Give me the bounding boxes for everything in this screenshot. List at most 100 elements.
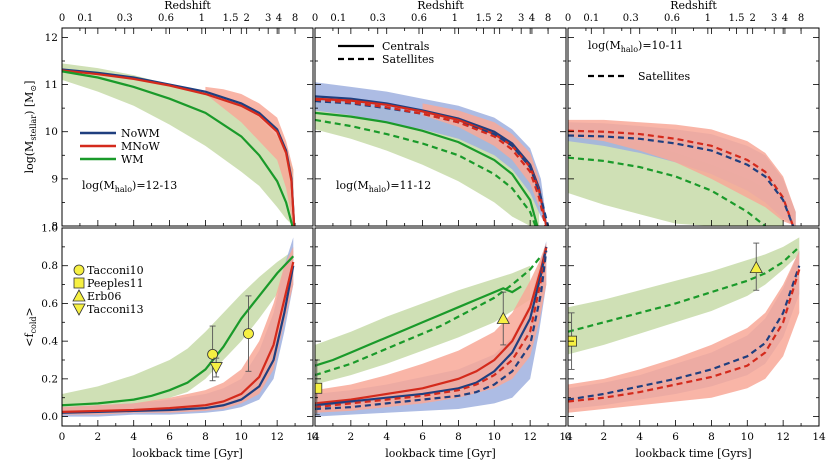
series-WM-dashed	[568, 246, 801, 333]
x-tick-label: 14	[559, 431, 573, 443]
x-tick-label: 10	[741, 431, 754, 443]
series-NoWM-dashed	[568, 265, 801, 401]
y-tick-label: 1.0	[41, 223, 58, 235]
x-tick-label: 8	[202, 431, 209, 443]
label-text: log(M	[588, 39, 621, 52]
band-WM	[315, 265, 531, 385]
x-tick-label: 2	[348, 431, 355, 443]
redshift-tick-label: 0	[565, 13, 571, 24]
legend-label-Satellites: Satellites	[382, 53, 435, 66]
label-text: ) [M	[23, 92, 36, 115]
redshift-tick-label: 3	[265, 13, 271, 24]
redshift-tick-label: 8	[798, 13, 804, 24]
label-text: )=12-13	[132, 179, 177, 192]
x-tick-label: 6	[419, 431, 426, 443]
band-WM	[315, 96, 540, 226]
series-MNoW-solid	[62, 261, 295, 413]
legend-label-Peeples11: Peeples11	[87, 277, 144, 290]
redshift-tick-label: 0.1	[583, 13, 599, 24]
label-text: <f	[23, 333, 36, 347]
redshift-tick-label: 8	[545, 13, 551, 24]
label-text: log(M	[82, 179, 115, 192]
label-text: >	[23, 307, 36, 316]
x-tick-label: 12	[523, 431, 536, 443]
x-tick-label: 8	[455, 431, 462, 443]
panel-bottom-middle: 0 2 4 6 8 10 12 14 lookback time [Gyr]	[312, 227, 573, 460]
redshift-tick-label: 1.5	[729, 13, 745, 24]
series-NoWM-dashed	[568, 134, 795, 226]
y-tick-label: 11	[45, 79, 58, 91]
band-WM	[568, 131, 784, 226]
panel-top-middle: 0 0.1 0.3 0.6 1 1.5 2 3 4 8 Redshift	[312, 0, 567, 227]
plot-area	[568, 119, 796, 226]
x-tick-label: 12	[270, 431, 283, 443]
redshift-tick-label: 1	[452, 13, 458, 24]
label-subscript: halo	[621, 45, 638, 54]
x-tick-label: 8	[708, 431, 715, 443]
series-MNoW-dashed	[315, 98, 547, 226]
band-NoWM	[315, 82, 548, 226]
band-WM	[568, 237, 800, 355]
label-text: ]	[23, 81, 36, 85]
point-Tacconi10	[243, 328, 254, 340]
label-subscript: cold	[29, 316, 38, 333]
plot-area	[62, 237, 295, 417]
x-tick-label: 4	[383, 431, 390, 443]
y-tick-label: 0.6	[41, 298, 58, 310]
x-tick-label: 6	[672, 431, 679, 443]
label-subscript: stellar	[29, 115, 38, 141]
series-MNoW-dashed	[315, 246, 548, 409]
point-Tacconi10	[207, 348, 219, 360]
series-MNoW-dashed	[568, 129, 795, 226]
point-Erb06	[749, 260, 763, 274]
redshift-tick-label: 2	[496, 13, 502, 24]
redshift-tick-label: 0	[312, 13, 318, 24]
redshift-tick-label: 0.3	[623, 13, 639, 24]
x-tick-label: 0	[59, 431, 66, 443]
redshift-tick-label: 2	[243, 13, 249, 24]
redshift-tick-label: 0.1	[77, 13, 93, 24]
series-WM-solid	[315, 111, 539, 226]
series-MNoW-dashed	[568, 269, 801, 403]
x-tick-label: 2	[601, 431, 608, 443]
legend-label-MNoW: MNoW	[121, 140, 161, 153]
redshift-tick-label: 1.5	[223, 13, 239, 24]
y-tick-label: 12	[45, 32, 58, 44]
redshift-axis-label: Redshift	[417, 0, 464, 12]
redshift-tick-label: 0.1	[330, 13, 346, 24]
redshift-tick-label: 0.3	[370, 13, 386, 24]
label-text: )=10-11	[638, 39, 683, 52]
redshift-tick-label: 0.6	[411, 13, 427, 24]
redshift-tick-label: 4	[782, 13, 788, 24]
y-axis-label-cold-fraction: <fcold>	[23, 307, 38, 347]
y-tick-label: 10	[45, 126, 58, 138]
point-Tacconi13	[209, 362, 223, 375]
redshift-tick-label: 4	[529, 13, 535, 24]
redshift-axis-label: Redshift	[670, 0, 717, 12]
y-axis-label-stellar-mass: log(Mstellar) [M⊙]	[23, 81, 38, 174]
redshift-tick-label: 1	[199, 13, 205, 24]
series-NoWM-dashed	[315, 250, 548, 411]
redshift-tick-label: 3	[518, 13, 524, 24]
y-tick-label: 0.0	[41, 411, 58, 423]
redshift-tick-label: 3	[771, 13, 777, 24]
series-WM-dashed	[315, 255, 542, 377]
series-MNoW-solid	[62, 69, 296, 226]
label-subscript: ⊙	[29, 85, 38, 92]
y-tick-label: 9	[51, 173, 58, 185]
legend-label-NoWM: NoWM	[121, 127, 160, 140]
band-MNoW	[568, 250, 800, 413]
legend-label-Erb06: Erb06	[87, 290, 121, 303]
x-tick-label: 0	[565, 431, 572, 443]
point-Erb06	[496, 311, 510, 324]
x-tick-label: 0	[312, 431, 319, 443]
point-Peeples11	[315, 382, 323, 394]
series-WM-solid	[62, 255, 295, 407]
legend-label-Tacconi13: Tacconi13	[87, 303, 144, 316]
band-MNoW	[205, 86, 294, 226]
band-MNoW	[315, 243, 547, 413]
panel-top-right: 0 0.1 0.3 0.6 1 1.5 2 3 4 8 Redshift	[565, 0, 820, 227]
legend-marker-Erb06	[72, 289, 86, 302]
redshift-axis-label: Redshift	[164, 0, 211, 12]
